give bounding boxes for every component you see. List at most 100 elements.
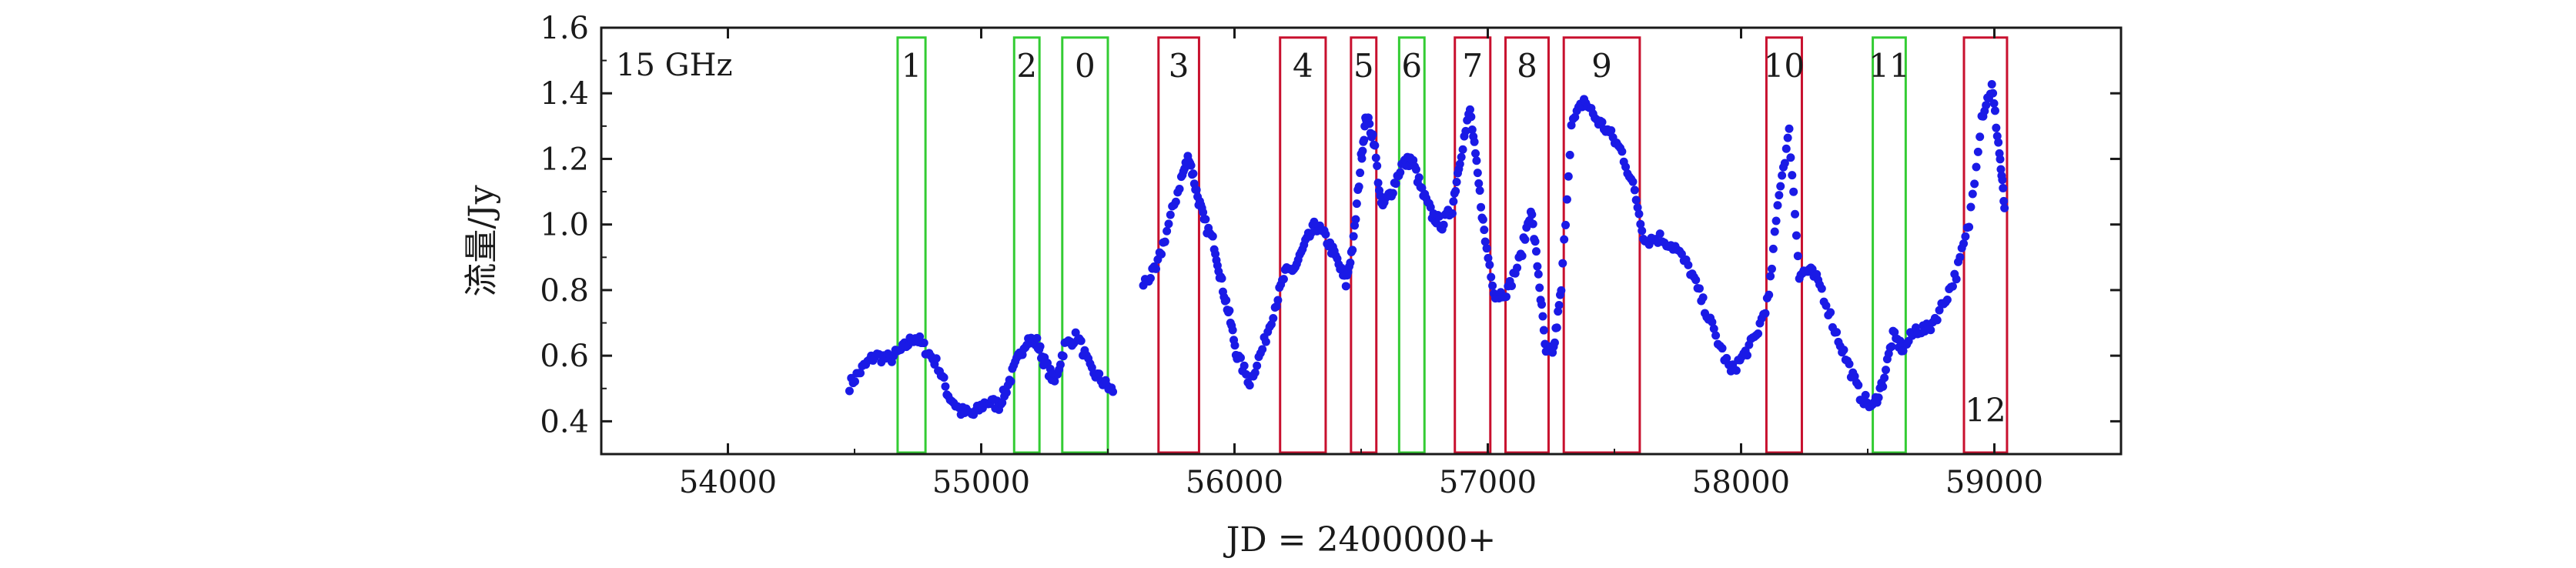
- data-point: [1365, 119, 1374, 129]
- data-point: [1050, 376, 1059, 386]
- data-point: [1521, 235, 1530, 244]
- y-tick-label: 1.6: [540, 11, 589, 46]
- data-point: [1414, 173, 1423, 182]
- data-point: [1160, 237, 1169, 246]
- window-8-box: [1504, 36, 1550, 454]
- data-point: [1217, 274, 1226, 283]
- data-point: [1989, 99, 1999, 108]
- data-point: [1742, 351, 1751, 360]
- data-point: [1554, 300, 1564, 309]
- data-point: [1531, 247, 1541, 256]
- data-point: [1201, 215, 1210, 224]
- data-point: [1970, 179, 1979, 189]
- axes: 54000 55000 56000 57000 58000 59000 0.4 0.6 0.8 1…: [540, 11, 2122, 500]
- data-point: [1767, 264, 1776, 273]
- window-11-box: [1872, 36, 1907, 454]
- data-point: [1225, 306, 1234, 316]
- data-point: [1565, 150, 1574, 159]
- data-point: [1948, 282, 1957, 291]
- data-point: [1186, 161, 1196, 170]
- data-point: [1618, 147, 1627, 156]
- data-point: [1607, 125, 1616, 135]
- data-point: [932, 354, 941, 363]
- data-point: [1356, 169, 1365, 178]
- data-point: [1396, 168, 1405, 177]
- data-point: [1793, 252, 1802, 261]
- plot-frame: [600, 26, 2123, 456]
- data-point: [1783, 133, 1792, 142]
- data-point: [1171, 197, 1180, 206]
- data-point: [1368, 130, 1377, 139]
- data-point: [1513, 263, 1522, 272]
- data-point: [1791, 209, 1800, 219]
- data-point: [1157, 249, 1166, 259]
- data-point: [1461, 126, 1470, 135]
- data-point: [1253, 361, 1262, 370]
- data-point: [1449, 197, 1458, 206]
- data-point: [1192, 185, 1201, 195]
- data-point: [1484, 253, 1493, 262]
- window-12-label: 12: [1965, 391, 2006, 429]
- x-tick-label: 58000: [1692, 465, 1790, 500]
- data-point: [1839, 346, 1848, 355]
- y-tick-label: 1.0: [540, 208, 589, 243]
- data-point: [1480, 226, 1489, 235]
- window-0-box: [1061, 36, 1109, 454]
- window-7-box: [1454, 36, 1492, 454]
- data-point: [919, 339, 928, 348]
- data-point: [1095, 369, 1104, 379]
- data-point: [1480, 237, 1490, 246]
- data-point: [1455, 159, 1464, 169]
- data-point: [1388, 189, 1397, 198]
- data-point: [845, 386, 854, 396]
- data-point: [1998, 175, 2007, 185]
- window-6-label: 6: [1401, 47, 1422, 85]
- y-tick-label: 0.8: [540, 273, 589, 309]
- data-point: [1887, 342, 1896, 351]
- data-point: [1996, 165, 2006, 174]
- data-point: [1146, 273, 1155, 282]
- x-tick-label: 55000: [932, 465, 1030, 500]
- data-point: [1899, 346, 1908, 356]
- window-3-box: [1157, 36, 1200, 454]
- data-point: [1709, 324, 1718, 333]
- data-point: [1778, 171, 1787, 180]
- data-point: [1789, 187, 1798, 196]
- data-point: [1373, 162, 1382, 171]
- data-point: [1478, 215, 1487, 224]
- window-8-label: 8: [1517, 47, 1537, 85]
- data-point: [1698, 293, 1708, 302]
- data-point: [1370, 141, 1380, 150]
- y-tick-label: 0.6: [540, 339, 589, 374]
- data-point: [1346, 258, 1355, 267]
- data-point: [1467, 125, 1477, 135]
- data-point: [1473, 169, 1482, 178]
- data-point: [1942, 295, 1952, 304]
- data-point: [1534, 269, 1543, 279]
- data-point: [1391, 179, 1400, 189]
- data-point: [1467, 112, 1476, 122]
- data-point: [1955, 252, 1965, 262]
- data-point: [1786, 153, 1795, 162]
- data-point: [1531, 237, 1540, 246]
- data-point: [1628, 177, 1638, 186]
- data-point: [1826, 308, 1835, 317]
- data-point: [1655, 229, 1664, 239]
- window-6-box: [1397, 36, 1426, 454]
- data-point: [1474, 179, 1484, 188]
- data-point: [1597, 118, 1607, 127]
- x-tick-label: 59000: [1945, 465, 2043, 500]
- data-point: [1349, 232, 1358, 241]
- data-point: [1775, 191, 1784, 200]
- data-point: [1770, 227, 1779, 236]
- data-point: [1999, 183, 2008, 192]
- data-point: [1761, 309, 1770, 318]
- data-point: [1055, 360, 1065, 369]
- data-point: [1211, 249, 1220, 259]
- data-point: [856, 369, 865, 378]
- data-point: [1189, 169, 1198, 179]
- data-point: [1992, 123, 2001, 132]
- data-point: [1272, 302, 1281, 311]
